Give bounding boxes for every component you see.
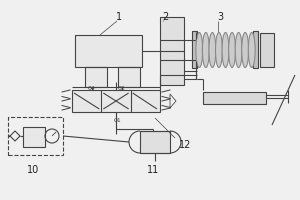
- Text: 2: 2: [162, 12, 168, 22]
- Bar: [8, 117, 63, 155]
- Ellipse shape: [235, 32, 242, 68]
- Ellipse shape: [209, 32, 216, 68]
- Bar: [85, 67, 107, 87]
- Text: 12: 12: [179, 140, 191, 150]
- Text: 02: 02: [118, 86, 126, 90]
- Bar: [253, 31, 258, 68]
- Bar: [160, 17, 184, 85]
- Bar: [72, 90, 160, 112]
- Bar: [75, 35, 142, 67]
- Bar: [260, 33, 274, 67]
- Text: 04: 04: [88, 86, 96, 90]
- Bar: [140, 131, 170, 153]
- Ellipse shape: [215, 32, 222, 68]
- Bar: [192, 31, 197, 68]
- Bar: [203, 92, 266, 104]
- Ellipse shape: [242, 32, 249, 68]
- Text: 3: 3: [217, 12, 223, 22]
- Ellipse shape: [229, 32, 236, 68]
- Bar: [23, 127, 45, 147]
- Text: 1: 1: [116, 12, 122, 22]
- Bar: [118, 67, 140, 87]
- Text: 11: 11: [147, 165, 159, 175]
- Ellipse shape: [248, 32, 255, 68]
- Ellipse shape: [222, 32, 229, 68]
- Text: 10: 10: [27, 165, 39, 175]
- Text: 01: 01: [113, 117, 121, 122]
- Ellipse shape: [196, 32, 203, 68]
- Ellipse shape: [202, 32, 209, 68]
